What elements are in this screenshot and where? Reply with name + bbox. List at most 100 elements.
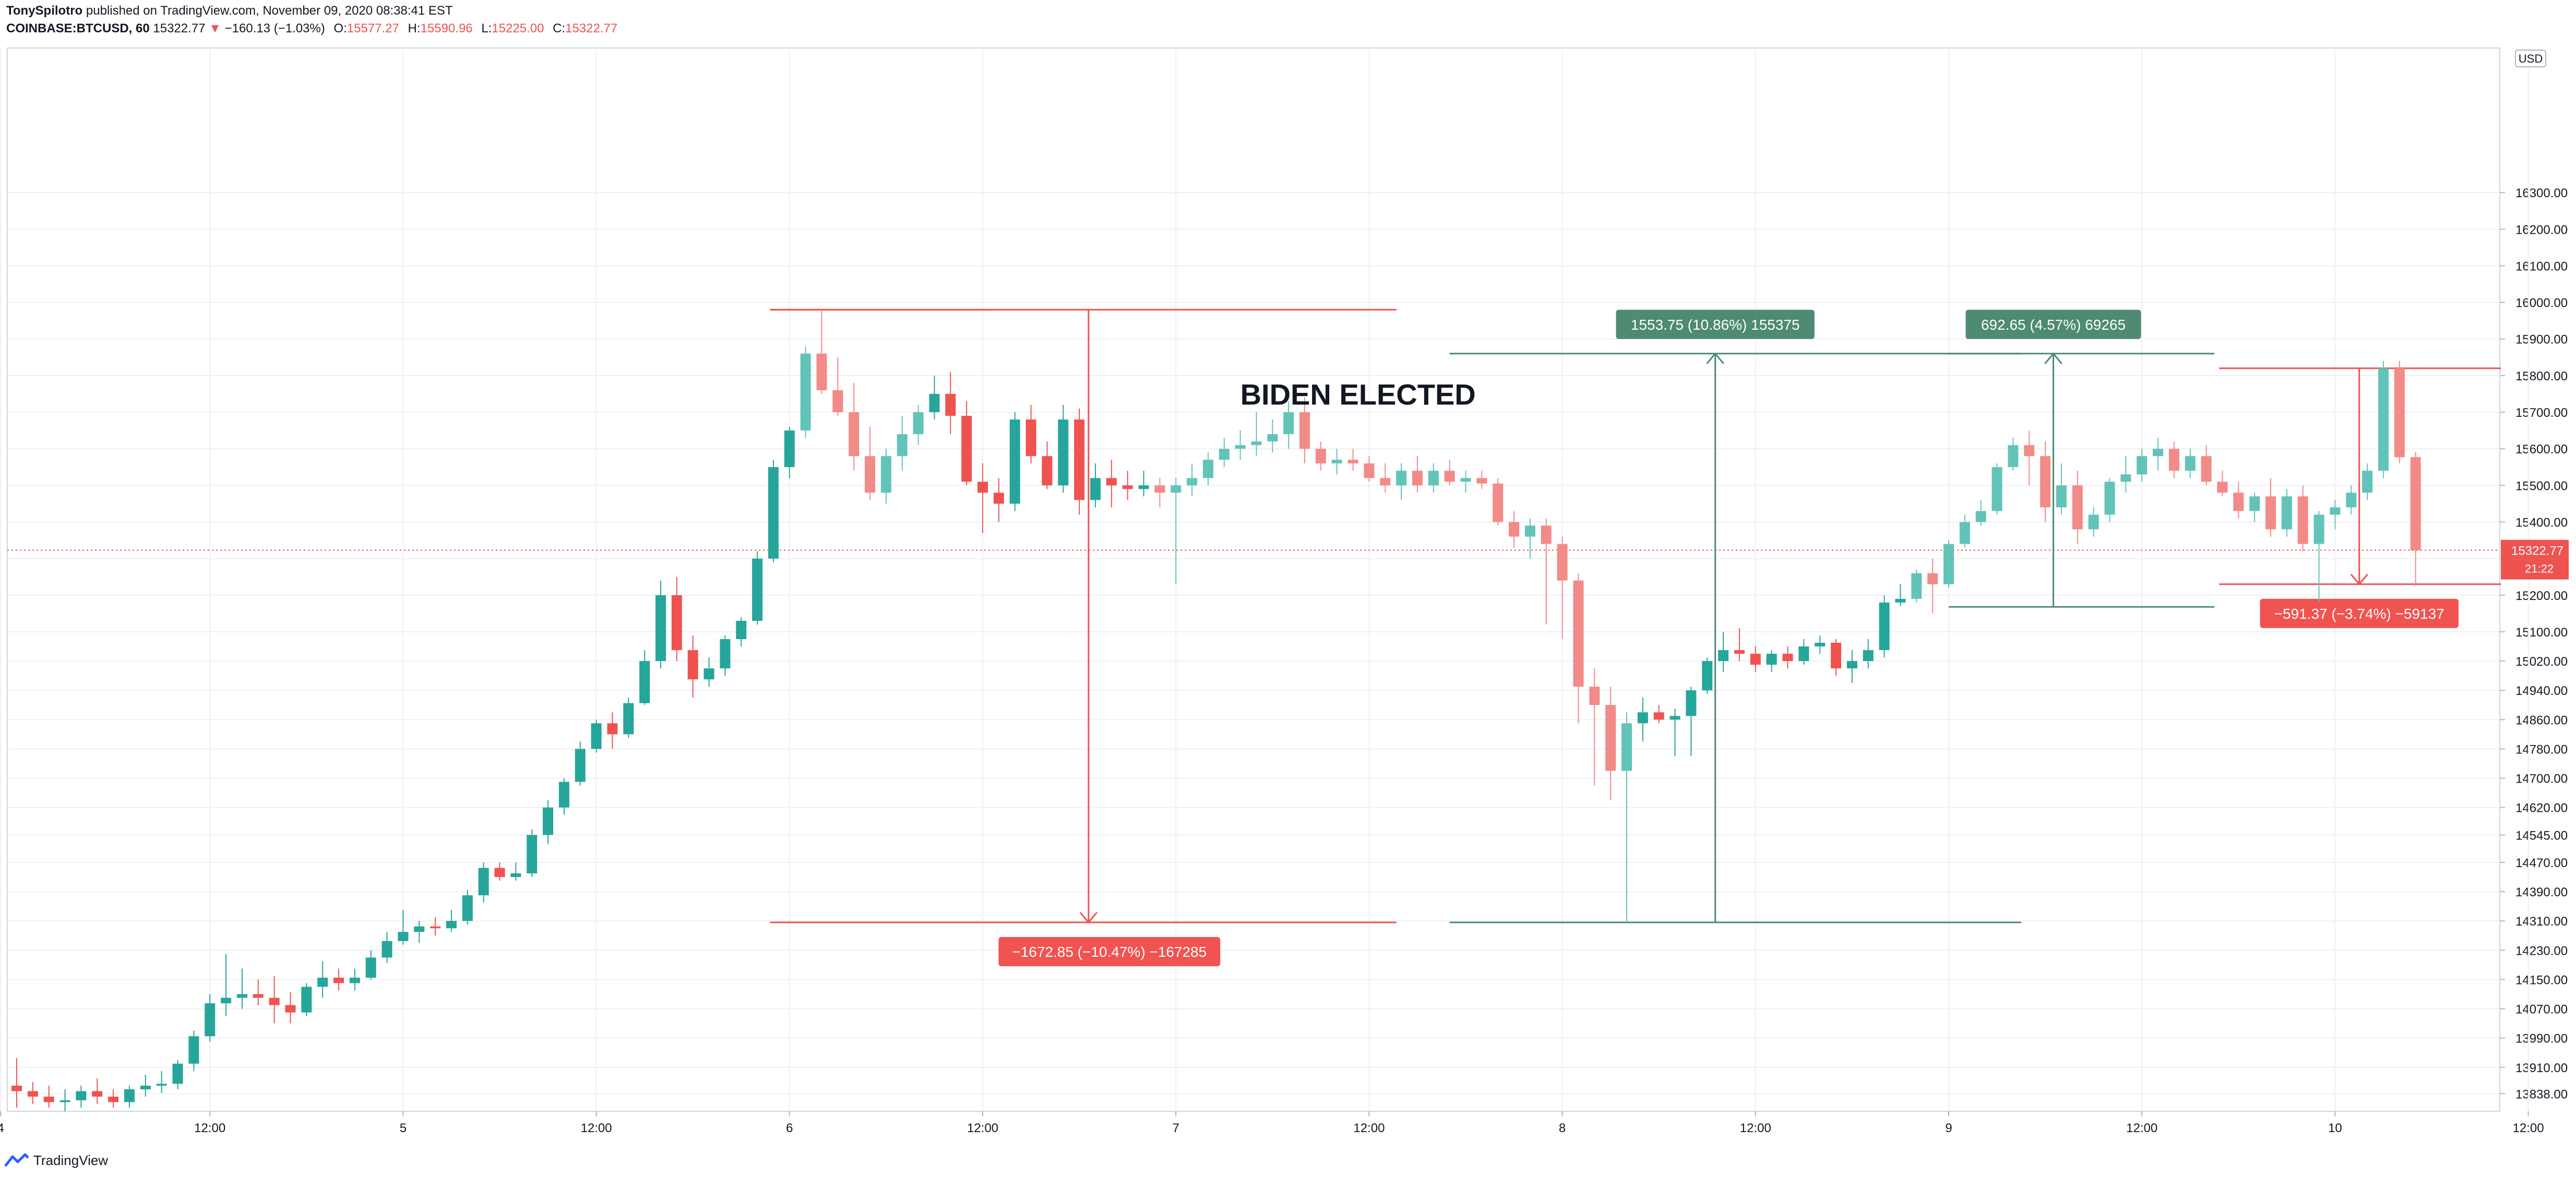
price-change: −160.13 (−1.03%) — [224, 21, 325, 35]
candle-body — [671, 595, 682, 651]
candle-body — [1380, 478, 1391, 486]
candle-body — [1782, 654, 1793, 662]
y-tick-label: 15800.00 — [2515, 369, 2568, 383]
x-tick-label: 6 — [786, 1121, 793, 1135]
x-tick-label: 12:00 — [1353, 1121, 1385, 1135]
countdown-label: 21:22 — [2525, 562, 2554, 575]
candle-body — [607, 723, 618, 735]
candle-body — [623, 703, 634, 735]
candle-body — [832, 390, 843, 413]
candle-body — [2104, 482, 2115, 515]
last-price-badge — [2501, 539, 2569, 580]
candle-body — [1605, 705, 1616, 771]
measure-3-label: 692.65 (4.57%) 69265 — [1981, 317, 2126, 333]
candle-body — [1025, 419, 1036, 457]
y-tick-label: 16200.00 — [2515, 223, 2568, 237]
x-tick-label: 4 — [0, 1121, 4, 1135]
candle-body — [478, 868, 489, 896]
candle-body — [1750, 654, 1761, 665]
candle-body — [575, 749, 586, 782]
author-name[interactable]: TonySpilotro — [6, 4, 83, 18]
candle-body — [1106, 478, 1117, 486]
candle-body — [687, 650, 698, 680]
candle-body — [2137, 456, 2148, 475]
y-tick-label: 14310.00 — [2515, 915, 2568, 929]
candle-body — [1766, 654, 1777, 665]
candle-body — [1669, 716, 1680, 720]
candle-body — [1846, 661, 1857, 669]
candle-body — [2168, 449, 2179, 471]
candle-body — [349, 977, 360, 983]
candle-body — [2249, 496, 2260, 511]
candle-body — [2410, 457, 2421, 550]
candle-body — [510, 873, 521, 878]
candle-body — [1734, 650, 1745, 654]
candle-body — [1219, 449, 1230, 460]
down-arrow-icon: ▼ — [209, 21, 221, 35]
candle-body — [43, 1096, 54, 1102]
y-tick-label: 16000.00 — [2515, 296, 2568, 310]
candle-body — [1589, 687, 1600, 705]
candle-body — [1412, 471, 1423, 486]
candle-body — [205, 1003, 216, 1037]
low-label: L: — [481, 21, 492, 35]
candle-body — [2281, 496, 2292, 530]
plot-area[interactable] — [7, 47, 2500, 1112]
candle-body — [849, 412, 860, 457]
candle-body — [1637, 712, 1648, 724]
candle-body — [945, 393, 956, 416]
candle-body — [720, 639, 731, 669]
candle-body — [2313, 514, 2324, 544]
candle-body — [2185, 456, 2196, 471]
candle-body — [2378, 368, 2389, 471]
candle-body — [655, 595, 666, 662]
candle-body — [1927, 573, 1938, 584]
candle-body — [414, 926, 425, 932]
candle-body — [59, 1100, 70, 1102]
y-tick-label: 15400.00 — [2515, 516, 2568, 530]
candle-body — [1702, 661, 1713, 691]
candle-body — [156, 1084, 167, 1086]
candle-body — [527, 835, 538, 873]
candle-body — [591, 723, 602, 749]
candle-body — [2330, 507, 2341, 515]
footer-brand[interactable]: TradingView — [33, 1152, 109, 1168]
y-tick-label: 14470.00 — [2515, 856, 2568, 870]
y-tick-label: 14940.00 — [2515, 684, 2568, 698]
measure-3-arrow — [2044, 352, 2062, 364]
candle-body — [1090, 478, 1101, 500]
candle-body — [76, 1091, 87, 1100]
candle-body — [2056, 485, 2067, 508]
candle-body — [1202, 460, 1213, 478]
close-value: 15322.77 — [565, 21, 618, 35]
candle-body — [897, 434, 908, 457]
candle-body — [317, 977, 328, 987]
x-tick-label: 12:00 — [194, 1121, 225, 1135]
symbol-title: COINBASE:BTCUSD, 60 — [6, 21, 150, 35]
candle-body — [558, 782, 569, 808]
chart-header: TonySpilotro published on TradingView.co… — [6, 2, 1572, 40]
candle-body — [1122, 485, 1133, 489]
last-price-text: 15322.77 — [153, 21, 206, 35]
tradingview-logo-icon[interactable] — [4, 1152, 29, 1168]
candle-body — [398, 932, 409, 941]
y-tick-label: 13910.00 — [2515, 1061, 2568, 1075]
candle-body — [752, 558, 763, 621]
currency-box[interactable] — [2515, 50, 2546, 67]
candle-body — [462, 895, 473, 921]
y-tick-label: 16300.00 — [2515, 186, 2568, 200]
candle-body — [2153, 449, 2164, 457]
candle-body — [2088, 514, 2099, 530]
candle-body — [1686, 690, 1697, 716]
y-tick-label: 14150.00 — [2515, 973, 2568, 987]
x-tick-label: 12:00 — [967, 1121, 998, 1135]
low-value: 15225.00 — [492, 21, 544, 35]
candle-body — [124, 1089, 135, 1102]
y-tick-label: 14860.00 — [2515, 713, 2568, 727]
candle-body — [269, 998, 280, 1005]
x-tick-label: 8 — [1559, 1121, 1566, 1135]
candle-body — [1573, 580, 1584, 687]
candle-body — [961, 416, 972, 482]
candle-body — [108, 1096, 119, 1102]
